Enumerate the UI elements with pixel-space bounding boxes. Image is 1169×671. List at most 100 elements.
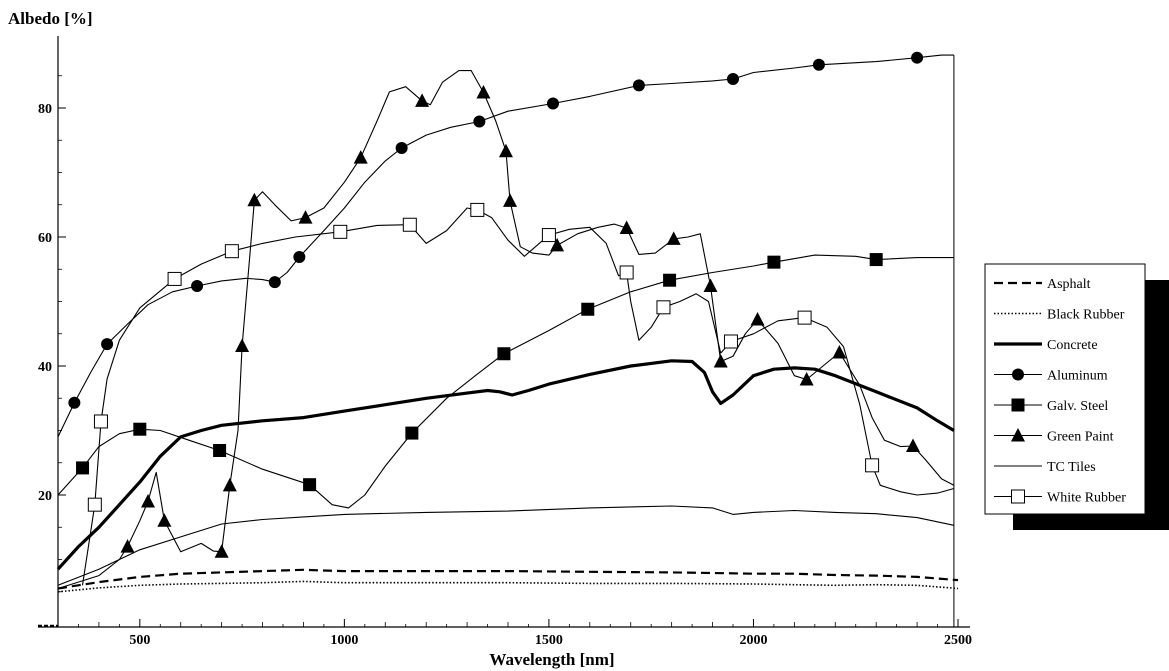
x-tick-label: 2000 (739, 633, 767, 648)
x-tick-label: 1000 (330, 633, 358, 648)
x-tick-label: 500 (129, 633, 150, 648)
x-axis-ticks: 500 1000 1500 2000 2500 (78, 619, 972, 648)
marker-green-paint (750, 312, 765, 326)
series-line-tc-tiles (57, 505, 955, 586)
series-line-galv-steel (57, 254, 954, 509)
series-line-concrete (56, 359, 955, 571)
marker-green-paint (503, 193, 518, 207)
marker-aluminum (395, 141, 408, 154)
legend-item-asphalt: Asphalt (994, 277, 1091, 292)
marker-aluminum (101, 338, 114, 351)
y-tick-label: 40 (38, 360, 52, 375)
y-tick-label: 60 (38, 231, 52, 246)
marker-green-paint (476, 85, 491, 99)
marker-green-paint (157, 513, 172, 527)
legend-marker-green-paint (1011, 428, 1025, 442)
series-layer (38, 54, 959, 628)
marker-aluminum (293, 250, 306, 263)
legend-items: Asphalt Black Rubber Concrete Aluminum Galv.… (994, 277, 1126, 506)
x-tick-label: 1500 (535, 633, 563, 648)
marker-aluminum (68, 396, 81, 409)
legend-item-tc-tiles: TC Tiles (994, 460, 1096, 475)
marker-white-rubber (87, 497, 102, 512)
marker-galv-steel (663, 273, 677, 287)
series-line-asphalt (57, 568, 959, 590)
y-axis-title: Albedo [%] (8, 9, 93, 28)
marker-white-rubber (167, 271, 182, 286)
legend-item-white-rubber: White Rubber (994, 489, 1126, 506)
marker-green-paint (141, 493, 155, 508)
legend-marker-white-rubber (1011, 489, 1025, 504)
marker-aluminum (268, 276, 281, 289)
marker-green-paint (415, 93, 430, 107)
marker-white-rubber (723, 334, 738, 349)
legend-label: Concrete (1047, 338, 1098, 353)
marker-galv-steel (497, 347, 511, 361)
marker-green-paint (247, 192, 262, 207)
marker-galv-steel (869, 253, 883, 267)
legend-item-concrete: Concrete (994, 338, 1098, 353)
legend-marker-aluminum (1012, 368, 1024, 381)
marker-white-rubber (541, 228, 556, 243)
legend-label: Black Rubber (1047, 308, 1125, 323)
marker-green-paint (550, 237, 565, 252)
marker-green-paint (906, 438, 920, 452)
marker-green-paint (498, 143, 513, 158)
marker-green-paint (713, 353, 728, 368)
plot-area: 20 40 60 80 500 1000 1500 2000 2500 (38, 36, 972, 648)
marker-green-paint (619, 220, 634, 234)
marker-aluminum (727, 72, 739, 85)
marker-galv-steel (213, 443, 227, 457)
marker-green-paint (222, 477, 237, 492)
marker-green-paint (353, 150, 368, 164)
marker-white-rubber (333, 224, 348, 239)
marker-galv-steel (581, 302, 595, 316)
marker-green-paint (214, 544, 229, 558)
series-line-black-rubber (57, 580, 959, 593)
y-tick-label: 20 (38, 489, 52, 504)
legend-item-black-rubber: Black Rubber (994, 308, 1125, 323)
marker-green-paint (120, 539, 135, 553)
y-tick-label: 80 (38, 102, 52, 117)
marker-white-rubber (797, 310, 812, 325)
legend-item-galv-steel: Galv. Steel (994, 398, 1108, 414)
legend-item-green-paint: Green Paint (994, 428, 1114, 445)
legend-label: TC Tiles (1047, 460, 1096, 475)
marker-aluminum (473, 115, 486, 128)
series-line-white-rubber (81, 207, 955, 586)
marker-green-paint (666, 231, 681, 245)
marker-aluminum (632, 79, 645, 92)
legend: Asphalt Black Rubber Concrete Aluminum Galv.… (984, 263, 1169, 530)
x-axis-title: Wavelength [nm] (489, 650, 614, 669)
marker-white-rubber (93, 414, 108, 429)
marker-galv-steel (303, 478, 317, 492)
marker-layer (68, 51, 924, 558)
marker-white-rubber (224, 244, 239, 259)
marker-aluminum (812, 58, 825, 71)
x-tick-label: 2500 (944, 633, 972, 648)
marker-green-paint (832, 344, 847, 359)
marker-white-rubber (865, 458, 880, 473)
marker-aluminum (911, 51, 924, 64)
y-axis-ticks: 20 40 60 80 (38, 75, 66, 593)
legend-item-aluminum: Aluminum (994, 368, 1108, 384)
legend-label: Aluminum (1047, 369, 1108, 384)
marker-green-paint (703, 278, 718, 293)
marker-white-rubber (470, 202, 485, 217)
legend-label: Green Paint (1047, 430, 1114, 445)
marker-green-paint (799, 372, 814, 386)
marker-green-paint (235, 338, 250, 353)
marker-galv-steel (76, 461, 90, 475)
marker-galv-steel (405, 426, 419, 440)
legend-box (984, 263, 1146, 515)
marker-galv-steel (767, 255, 781, 269)
marker-aluminum (547, 97, 559, 110)
marker-white-rubber (402, 217, 417, 232)
series-line-aluminum (57, 54, 954, 438)
legend-label: Asphalt (1047, 277, 1091, 292)
legend-label: Galv. Steel (1047, 399, 1108, 414)
legend-marker-galv-steel (1011, 398, 1025, 412)
marker-galv-steel (133, 422, 147, 436)
marker-aluminum (191, 280, 204, 293)
